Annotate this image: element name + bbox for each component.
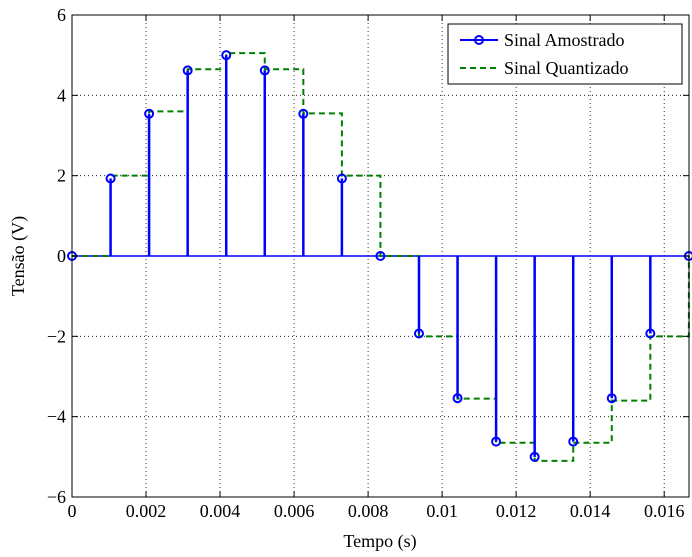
y-tick-labels: −6 −4 −2 0 2 4 6 [47,5,66,507]
x-tick-label: 0.012 [496,501,537,521]
y-tick-label: 0 [57,246,66,266]
sample-marker [606,393,617,404]
sample-marker [298,108,309,119]
sample-marker [105,173,116,184]
y-tick-label: −4 [47,407,66,427]
y-tick-label: −6 [47,487,66,507]
sample-marker [336,173,347,184]
sample-marker [568,436,579,447]
x-axis-label: Tempo (s) [343,531,416,552]
sample-marker [259,65,270,76]
y-tick-label: 6 [57,5,66,25]
sample-marker [182,65,193,76]
x-tick-label: 0.006 [274,501,315,521]
x-tick-label: 0.01 [426,501,458,521]
legend-label-quantized: Sinal Quantizado [504,58,628,78]
x-tick-labels: 0 0.002 0.004 0.006 0.008 0.01 0.012 0.014 0.016 [68,501,685,521]
tick-marks [71,14,689,498]
series-layer [67,50,692,462]
x-tick-label: 0.016 [644,501,685,521]
x-tick-label: 0.008 [348,501,389,521]
sample-marker [413,328,424,339]
x-tick-label: 0 [68,501,77,521]
legend: Sinal Amostrado Sinal Quantizado [447,23,683,85]
y-tick-label: −2 [47,326,66,346]
sample-marker [452,393,463,404]
legend-box [447,23,683,85]
x-tick-label: 0.002 [126,501,167,521]
legend-label-sampled: Sinal Amostrado [504,30,625,50]
sample-marker [375,251,386,261]
sample-marker [144,108,155,119]
y-tick-label: 2 [57,166,66,186]
sample-marker [491,436,502,447]
sample-marker [529,451,540,462]
sample-marker [645,328,656,339]
legend-marker-sampled [474,35,484,45]
sample-marker [221,50,232,61]
y-axis-label: Tensão (V) [8,216,29,296]
y-tick-label: 4 [57,85,66,105]
x-tick-label: 0.004 [200,501,241,521]
x-tick-label: 0.014 [570,501,611,521]
